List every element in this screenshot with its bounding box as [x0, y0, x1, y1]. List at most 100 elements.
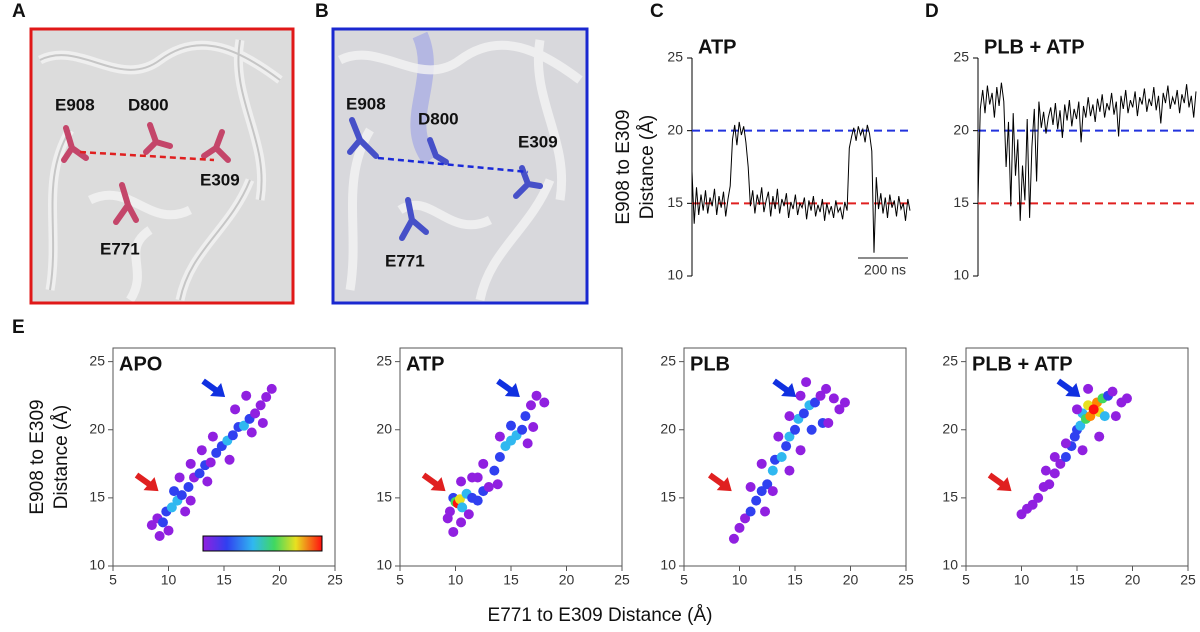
- residue-label: E908: [346, 94, 386, 113]
- x-tick-label: 10: [448, 572, 464, 588]
- scatter-point: [522, 438, 533, 449]
- scatter-point: [1049, 452, 1060, 462]
- plot-frame: [965, 347, 1189, 567]
- arrow-head: [996, 477, 1012, 492]
- scatter-point: [448, 526, 459, 537]
- y-tick-label: 20: [953, 121, 969, 137]
- plot-frame: [112, 347, 336, 567]
- scatter-point: [531, 390, 542, 401]
- chart-title: PLB + ATP: [984, 36, 1085, 58]
- plot-frame: [399, 347, 623, 567]
- y-tick-label: 25: [953, 49, 969, 65]
- scatter-point: [183, 481, 194, 492]
- scatter-point: [506, 420, 516, 431]
- panel-label: C: [650, 1, 664, 22]
- scatter-point: [745, 506, 756, 517]
- y-tick-label: 20: [89, 420, 105, 436]
- y-axis-label: E908 to E309: [27, 399, 48, 514]
- scatter-point: [1077, 445, 1088, 456]
- scatter-point: [806, 424, 817, 435]
- y-tick-label: 15: [376, 489, 392, 505]
- x-tick-label: 10: [1014, 572, 1030, 588]
- y-tick-label: 20: [660, 420, 676, 436]
- scatter-point: [166, 502, 177, 513]
- y-tick-label: 10: [89, 557, 105, 573]
- x-tick-label: 20: [272, 572, 288, 588]
- scatter-point: [517, 424, 528, 435]
- arrow-head: [1065, 383, 1081, 398]
- panel-label: A: [12, 1, 26, 22]
- y-tick-label: 25: [660, 352, 676, 368]
- scatter-point: [828, 393, 839, 404]
- x-tick-label: 15: [503, 572, 519, 588]
- y-tick-label: 10: [953, 267, 969, 283]
- scatter-point: [1107, 386, 1118, 397]
- y-tick-label: 15: [89, 489, 105, 505]
- scatter-point: [457, 502, 468, 513]
- colorbar: [202, 535, 323, 552]
- scatter-point: [180, 506, 191, 517]
- scatter-point: [784, 411, 795, 422]
- x-tick-label: 10: [161, 572, 177, 588]
- arrow-shaft: [496, 378, 514, 394]
- scatter-point: [154, 531, 165, 542]
- arrow-head: [210, 383, 226, 398]
- scatter-point: [463, 509, 474, 520]
- chart-title: ATP: [698, 36, 737, 58]
- scatter-point: [767, 465, 778, 476]
- y-axis-label: Distance (Å): [637, 115, 658, 220]
- scatter-point: [728, 533, 739, 544]
- residue-label: E771: [100, 239, 140, 258]
- residue-label: E908: [55, 95, 95, 114]
- scatter-point: [767, 486, 778, 497]
- scatter-point: [790, 424, 800, 435]
- scatter-point: [196, 445, 207, 456]
- scatter-point: [745, 481, 756, 492]
- scatter-point: [257, 417, 268, 428]
- y-tick-label: 20: [376, 420, 392, 436]
- chart-title: PLB: [690, 353, 730, 375]
- y-tick-label: 25: [667, 49, 683, 65]
- scatter-point: [1055, 458, 1066, 469]
- y-tick-label: 15: [660, 489, 676, 505]
- scatter-point: [169, 486, 180, 497]
- scatter-point: [246, 427, 257, 438]
- scatter-point: [784, 431, 795, 442]
- scatter-point: [185, 458, 196, 469]
- scatter-point: [756, 486, 767, 497]
- scatter-point: [472, 495, 483, 506]
- x-tick-label: 15: [787, 572, 803, 588]
- arrow-shaft: [987, 472, 1006, 488]
- arrow-shaft: [772, 378, 790, 394]
- scatter-point: [1110, 411, 1121, 422]
- y-tick-label: 15: [942, 489, 958, 505]
- scatter-point: [176, 490, 187, 501]
- scatter-point: [454, 494, 465, 505]
- scatter-point: [266, 383, 277, 394]
- scatter-point: [174, 472, 185, 483]
- scatter-point: [207, 431, 218, 442]
- scatter-point: [773, 431, 784, 442]
- chart-title: ATP: [406, 353, 445, 375]
- scatter-point: [762, 479, 773, 490]
- scatter-point: [456, 476, 467, 487]
- scatter-point: [489, 465, 500, 476]
- arrow-head: [716, 477, 732, 492]
- scatter-point: [520, 411, 531, 422]
- scatter-point: [492, 479, 503, 490]
- scatter-point: [539, 397, 550, 408]
- residue-label: D800: [128, 95, 169, 114]
- y-tick-label: 10: [942, 557, 958, 573]
- y-tick-label: 15: [667, 194, 683, 210]
- y-tick-label: 20: [942, 420, 958, 436]
- y-tick-label: 10: [660, 557, 676, 573]
- arrow-head: [430, 477, 446, 492]
- chart-title: PLB + ATP: [972, 353, 1073, 375]
- residue-label: E771: [385, 251, 425, 270]
- scatter-point: [442, 513, 453, 524]
- scatter-point: [1060, 452, 1071, 462]
- scatter-point: [798, 408, 809, 419]
- chart-title: APO: [119, 353, 162, 375]
- arrow-shaft: [1056, 378, 1075, 394]
- y-tick-label: 20: [667, 121, 683, 137]
